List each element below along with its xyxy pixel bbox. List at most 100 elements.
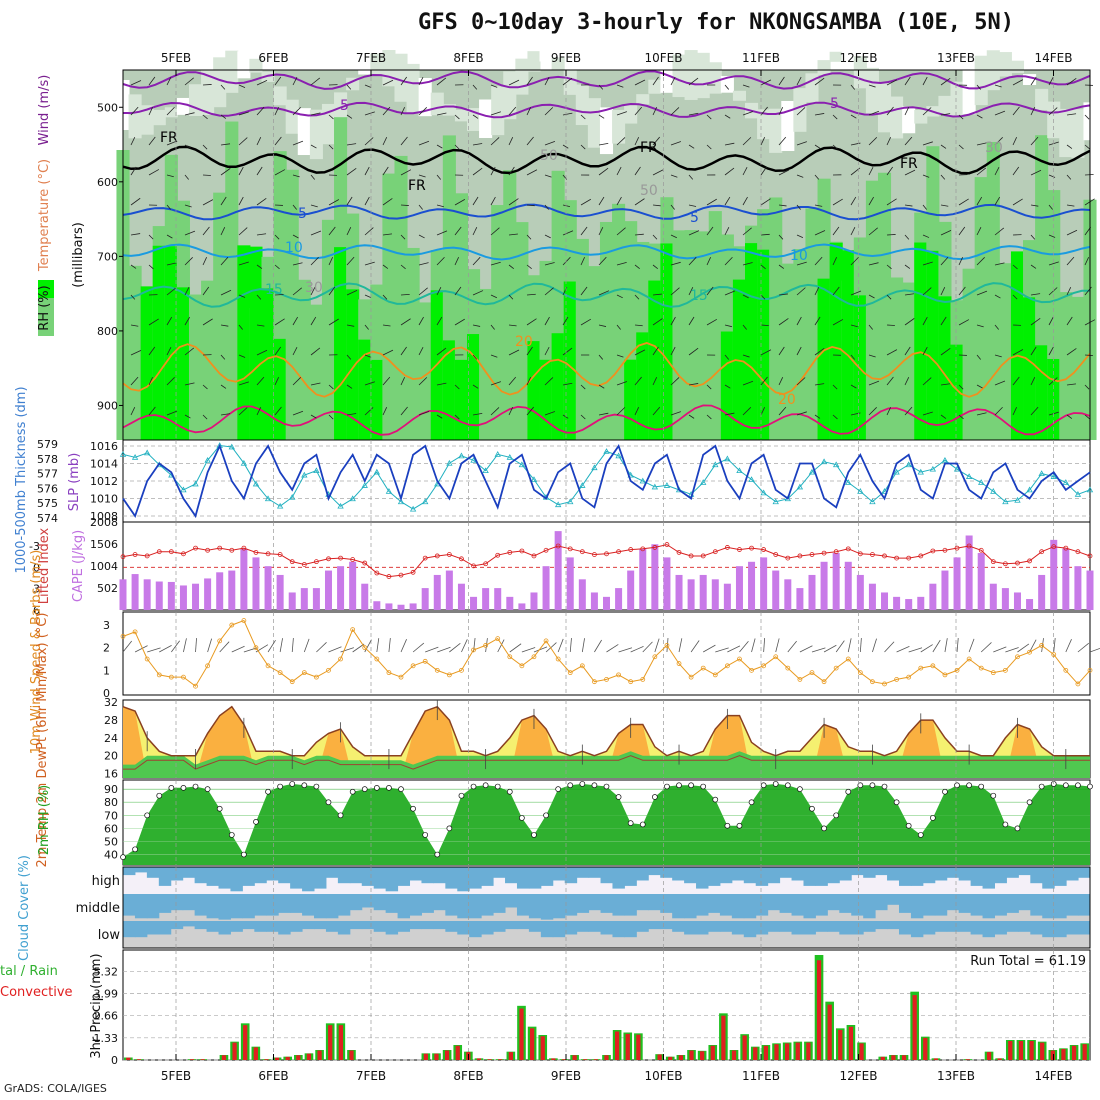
cape-bar bbox=[482, 588, 490, 610]
cloud-cell bbox=[314, 921, 327, 930]
lifted-index-line-marker bbox=[567, 546, 573, 552]
cloud-cell bbox=[636, 894, 649, 911]
wind-barb bbox=[904, 204, 913, 207]
wind-barb bbox=[886, 234, 896, 236]
wind-barb bbox=[400, 264, 406, 270]
wind-speed-line-marker bbox=[289, 679, 295, 685]
rh-marker bbox=[349, 788, 356, 795]
rh-marker bbox=[132, 846, 138, 853]
lifted-index-line-marker bbox=[700, 553, 706, 559]
wind-barb bbox=[580, 257, 585, 266]
precip-legend-conv: Convective bbox=[0, 985, 73, 1000]
wind-barb bbox=[742, 324, 747, 330]
wind-barb bbox=[976, 114, 983, 119]
cape-bar bbox=[953, 557, 961, 610]
thickness-line-marker bbox=[409, 505, 417, 512]
wind-barb bbox=[292, 204, 297, 210]
cloud-cell bbox=[552, 894, 566, 919]
wind-barb bbox=[868, 262, 879, 266]
wind-barb bbox=[850, 384, 857, 389]
cloud-cell bbox=[516, 867, 530, 889]
rh-marker bbox=[277, 783, 283, 790]
rh-marker bbox=[893, 799, 900, 806]
rh-marker bbox=[398, 786, 404, 793]
wind-speed-line-marker bbox=[543, 638, 549, 644]
contour-label: 5 bbox=[830, 96, 839, 112]
wind-barb bbox=[1012, 349, 1024, 356]
wind-barb bbox=[526, 377, 532, 386]
date-label-bottom: 10FEB bbox=[645, 1069, 683, 1083]
wind-barb bbox=[796, 287, 806, 296]
wind-barb bbox=[274, 169, 286, 176]
wind-barb bbox=[526, 293, 536, 296]
wind-speed-line-marker bbox=[217, 638, 223, 644]
wind-barb bbox=[940, 144, 947, 149]
wind-barb bbox=[886, 294, 892, 300]
wind-barb bbox=[958, 319, 970, 326]
cape-bar bbox=[1038, 574, 1046, 610]
cloud-cell bbox=[421, 867, 434, 884]
cloud-cell bbox=[218, 894, 231, 920]
wind-barb bbox=[994, 380, 1006, 386]
wind-barb bbox=[634, 137, 640, 146]
precip-bar-conv bbox=[742, 1035, 747, 1060]
precip-bar-conv bbox=[253, 1047, 258, 1060]
rh-tick: 50 bbox=[104, 835, 118, 848]
dewpoint-area bbox=[123, 751, 1090, 778]
rh-column bbox=[998, 263, 1012, 440]
rh-column-dry bbox=[938, 95, 952, 115]
cloud-cell bbox=[564, 867, 578, 884]
wind-barb bbox=[814, 144, 821, 149]
rh-column-dry bbox=[442, 104, 456, 116]
wind-barb bbox=[544, 107, 554, 116]
wind-barb bbox=[292, 107, 301, 116]
cloud-cell bbox=[433, 894, 446, 911]
wind-barb-10m bbox=[739, 640, 749, 653]
cloud-row-label: low bbox=[98, 928, 121, 943]
cloud-cell bbox=[922, 894, 936, 916]
cloud-cell bbox=[779, 921, 793, 932]
wind-barb bbox=[238, 381, 249, 386]
cloud-cell bbox=[600, 894, 613, 913]
thickness-line-marker bbox=[639, 477, 646, 484]
lifted-index-line-marker bbox=[894, 555, 899, 561]
wind-barb bbox=[562, 316, 569, 326]
rh-column-dry bbox=[914, 109, 928, 124]
cloud-cell bbox=[576, 894, 590, 913]
wind-barb bbox=[562, 112, 573, 116]
cape-bar bbox=[784, 579, 792, 610]
lifted-index-line-marker bbox=[579, 549, 585, 555]
thickness-line-marker bbox=[1062, 479, 1069, 485]
wind-barb bbox=[382, 324, 391, 327]
cape-tick: 2008 bbox=[90, 516, 118, 529]
lifted-index-line-marker bbox=[1051, 544, 1057, 550]
cape-bar bbox=[989, 583, 997, 610]
rh-column-dry bbox=[757, 109, 771, 140]
x-axis-bottom: 5FEB 6FEB 7FEB 8FEB 9FEB 10FEB 11FEB 12FEB 13FEB… bbox=[161, 1054, 1073, 1083]
wind-barb bbox=[382, 294, 388, 300]
rh-marker bbox=[204, 786, 211, 793]
cloud-cell bbox=[349, 921, 363, 930]
cape-bar bbox=[119, 579, 127, 610]
wind-barb bbox=[976, 84, 982, 90]
cloud-cell bbox=[887, 894, 900, 905]
thickness-line-marker bbox=[567, 498, 574, 505]
cloud-cell bbox=[588, 894, 602, 911]
rh-column-wet bbox=[140, 286, 154, 440]
wind-barb bbox=[166, 174, 174, 178]
thickness-line-marker bbox=[240, 459, 248, 466]
rh-marker bbox=[772, 781, 779, 787]
wind-barb bbox=[706, 226, 714, 236]
wind-barb bbox=[310, 382, 321, 386]
wind-barb-10m bbox=[461, 639, 468, 653]
date-label-top: 11FEB bbox=[742, 51, 780, 65]
wind-speed-line-marker bbox=[555, 656, 561, 662]
wind-barb-10m bbox=[303, 638, 310, 653]
cape-bar bbox=[977, 553, 985, 610]
wind-speed-line-marker bbox=[857, 670, 863, 676]
wind-barb bbox=[742, 84, 750, 88]
cloud-cell bbox=[457, 894, 470, 919]
wind-speed-line-marker bbox=[845, 656, 851, 662]
wind-legend-label: Wind (m/s) bbox=[37, 75, 52, 146]
cloud-cell bbox=[170, 921, 184, 930]
